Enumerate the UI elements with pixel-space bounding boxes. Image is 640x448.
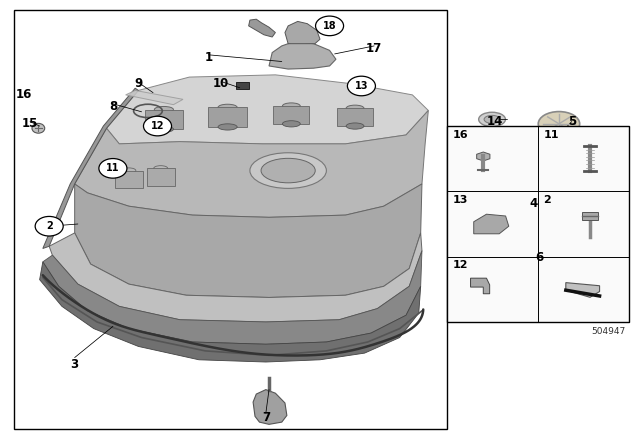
Text: 9: 9 bbox=[134, 77, 143, 90]
Text: 16: 16 bbox=[15, 88, 32, 101]
Polygon shape bbox=[75, 184, 422, 297]
Ellipse shape bbox=[533, 207, 540, 210]
Polygon shape bbox=[269, 42, 336, 69]
Ellipse shape bbox=[218, 104, 237, 111]
Ellipse shape bbox=[517, 207, 525, 210]
Ellipse shape bbox=[511, 198, 537, 206]
Text: 13: 13 bbox=[355, 81, 368, 91]
Ellipse shape bbox=[515, 152, 533, 158]
Text: 11: 11 bbox=[543, 129, 559, 140]
Polygon shape bbox=[75, 111, 428, 217]
Text: 4: 4 bbox=[529, 198, 538, 211]
Polygon shape bbox=[49, 233, 422, 322]
Ellipse shape bbox=[261, 158, 316, 183]
Bar bbox=[115, 171, 143, 188]
Text: 12: 12 bbox=[452, 260, 468, 270]
Polygon shape bbox=[40, 262, 420, 362]
Ellipse shape bbox=[538, 112, 580, 136]
Text: 2: 2 bbox=[46, 221, 52, 231]
Text: 15: 15 bbox=[22, 117, 38, 130]
Circle shape bbox=[348, 76, 376, 96]
Text: 7: 7 bbox=[262, 411, 270, 424]
Bar bbox=[14, 10, 447, 429]
Polygon shape bbox=[106, 75, 428, 144]
Polygon shape bbox=[470, 278, 490, 294]
Text: 2: 2 bbox=[543, 195, 551, 205]
Ellipse shape bbox=[479, 112, 506, 126]
Polygon shape bbox=[43, 88, 138, 249]
Text: 18: 18 bbox=[323, 21, 337, 31]
Polygon shape bbox=[285, 22, 320, 44]
Ellipse shape bbox=[282, 103, 300, 109]
Text: 12: 12 bbox=[151, 121, 164, 131]
Ellipse shape bbox=[501, 207, 509, 210]
Polygon shape bbox=[253, 390, 287, 424]
Bar bbox=[236, 82, 248, 89]
Circle shape bbox=[316, 16, 344, 36]
Polygon shape bbox=[477, 152, 490, 161]
Bar bbox=[447, 126, 629, 322]
Polygon shape bbox=[43, 251, 422, 344]
Ellipse shape bbox=[154, 126, 173, 132]
Text: 17: 17 bbox=[366, 42, 382, 55]
Polygon shape bbox=[566, 283, 600, 297]
Ellipse shape bbox=[346, 123, 364, 129]
Text: 1: 1 bbox=[204, 51, 212, 64]
Text: 5: 5 bbox=[568, 115, 576, 128]
Circle shape bbox=[143, 116, 172, 136]
Ellipse shape bbox=[154, 107, 173, 113]
Bar bbox=[337, 108, 373, 126]
Ellipse shape bbox=[346, 105, 364, 112]
Text: 10: 10 bbox=[213, 77, 229, 90]
Ellipse shape bbox=[122, 168, 136, 173]
Circle shape bbox=[35, 216, 63, 236]
Ellipse shape bbox=[511, 146, 537, 155]
Polygon shape bbox=[474, 214, 509, 234]
Ellipse shape bbox=[154, 166, 168, 171]
Bar bbox=[582, 211, 598, 220]
Ellipse shape bbox=[282, 121, 300, 127]
Text: 8: 8 bbox=[109, 99, 117, 112]
Text: 14: 14 bbox=[487, 115, 504, 128]
Ellipse shape bbox=[250, 153, 326, 188]
Ellipse shape bbox=[484, 116, 500, 123]
Bar bbox=[209, 108, 246, 127]
Text: 11: 11 bbox=[106, 164, 120, 173]
Text: 504947: 504947 bbox=[591, 327, 626, 336]
Bar bbox=[147, 168, 175, 186]
Bar bbox=[145, 110, 183, 129]
Text: 6: 6 bbox=[536, 251, 544, 264]
Text: 3: 3 bbox=[70, 358, 79, 371]
Bar bbox=[273, 106, 309, 124]
Polygon shape bbox=[248, 19, 275, 37]
Polygon shape bbox=[125, 90, 183, 105]
Text: 13: 13 bbox=[452, 195, 468, 205]
Ellipse shape bbox=[218, 124, 237, 130]
Circle shape bbox=[99, 159, 127, 178]
Text: 16: 16 bbox=[452, 129, 468, 140]
Ellipse shape bbox=[32, 123, 45, 133]
Bar bbox=[499, 151, 549, 202]
